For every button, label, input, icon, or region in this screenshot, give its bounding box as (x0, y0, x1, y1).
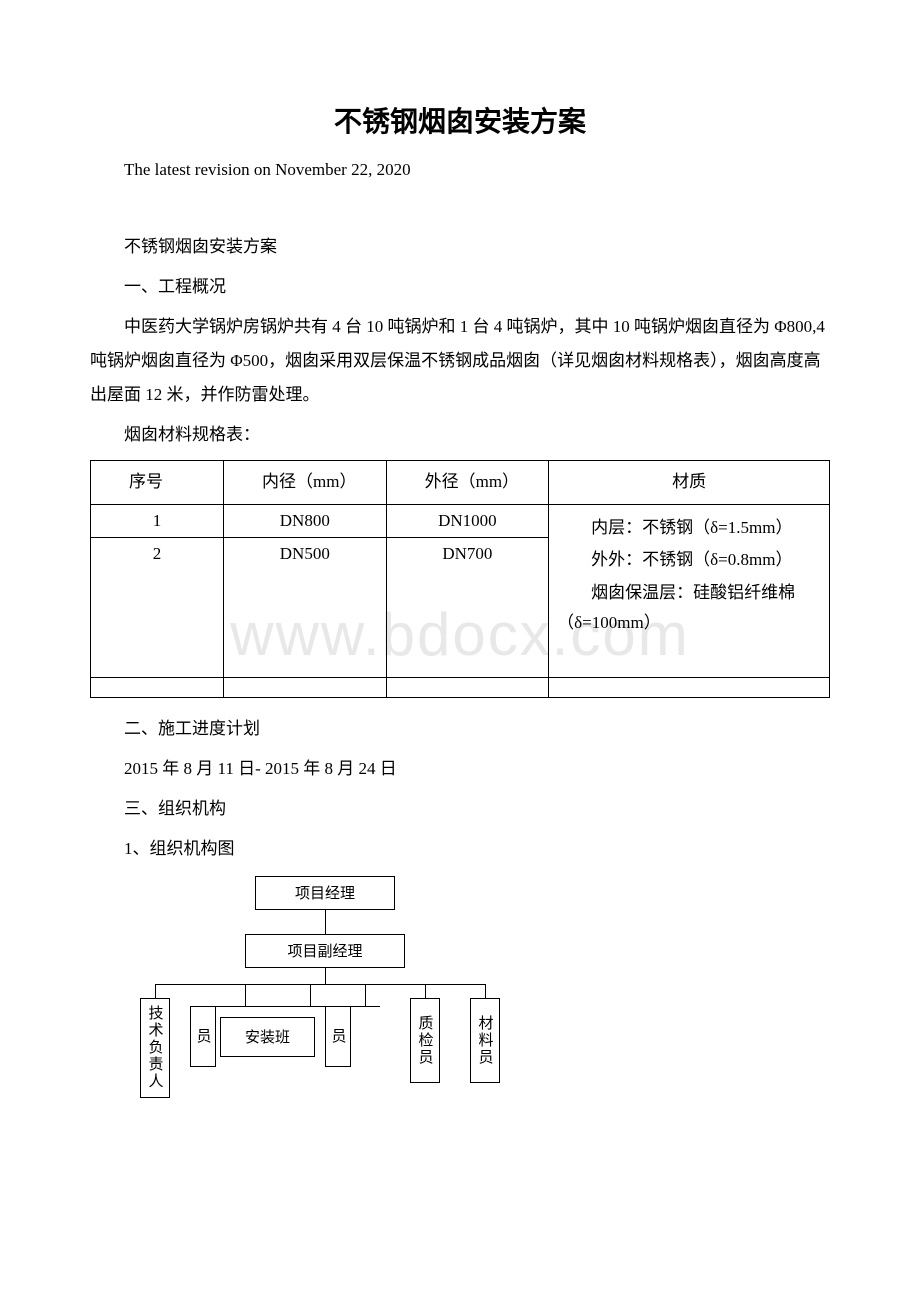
org-connector (325, 968, 326, 984)
cell-inner-2: DN500 (224, 537, 387, 677)
material-line-1: 内层：不锈钢（δ=1.5mm） (557, 513, 821, 544)
org-connector (485, 984, 486, 998)
org-box-material: 材料员 (470, 998, 500, 1083)
header-inner: 内径（mm） (232, 472, 356, 491)
org-connector (325, 910, 326, 934)
org-connector (245, 984, 246, 1006)
section-2-heading: 二、施工进度计划 (90, 712, 830, 746)
section-2-body: 2015 年 8 月 11 日- 2015 年 8 月 24 日 (90, 752, 830, 786)
org-box-pm: 项目经理 (255, 876, 395, 910)
org-chart: 项目经理 项目副经理 技术负责人 安装班 员 员 质检员 材料员 (135, 876, 535, 1101)
section-3-sub: 1、组织机构图 (90, 832, 830, 866)
header-seq: 序号 (99, 472, 163, 491)
org-connector (425, 984, 426, 998)
header-outer: 外径（mm） (395, 472, 519, 491)
org-box-yuan2: 员 (325, 1007, 351, 1067)
table-caption: 烟囱材料规格表： (90, 418, 830, 452)
org-connector (155, 984, 485, 985)
org-connector (310, 984, 311, 1006)
section-3-heading: 三、组织机构 (90, 792, 830, 826)
org-box-tech: 技术负责人 (140, 998, 170, 1098)
org-box-install: 安装班 (220, 1017, 315, 1057)
org-install-group: 安装班 员 员 (190, 1006, 380, 1076)
cell-inner-1: DN800 (224, 504, 387, 537)
material-line-2: 外外：不锈钢（δ=0.8mm） (557, 545, 821, 576)
cell-material: 内层：不锈钢（δ=1.5mm） 外外：不锈钢（δ=0.8mm） 烟囱保温层：硅酸… (549, 504, 830, 677)
section-1-heading: 一、工程概况 (90, 270, 830, 304)
org-connector (155, 984, 156, 998)
table-header-row: 序号 内径（mm） 外径（mm） 材质 (91, 461, 830, 505)
cell-seq-2: 2 (91, 537, 224, 677)
material-line-3: 烟囱保温层：硅酸铝纤维棉（δ=100mm） (557, 578, 821, 639)
cell-seq-1: 1 (91, 504, 224, 537)
document-title: 不锈钢烟囱安装方案 (90, 100, 830, 140)
table-row: 1 DN800 DN1000 内层：不锈钢（δ=1.5mm） 外外：不锈钢（δ=… (91, 504, 830, 537)
revision-line: The latest revision on November 22, 2020 (90, 160, 830, 180)
table-empty-row (91, 677, 830, 697)
cell-outer-2: DN700 (386, 537, 549, 677)
org-box-dpm: 项目副经理 (245, 934, 405, 968)
org-box-yuan1: 员 (190, 1007, 216, 1067)
subtitle: 不锈钢烟囱安装方案 (90, 230, 830, 264)
header-material: 材质 (672, 472, 706, 491)
spec-table: 序号 内径（mm） 外径（mm） 材质 1 DN800 DN1000 内层：不锈… (90, 460, 830, 698)
org-box-qc: 质检员 (410, 998, 440, 1083)
cell-outer-1: DN1000 (386, 504, 549, 537)
org-connector (365, 984, 366, 1006)
section-1-body: 中医药大学锅炉房锅炉共有 4 台 10 吨锅炉和 1 台 4 吨锅炉，其中 10… (90, 310, 830, 412)
